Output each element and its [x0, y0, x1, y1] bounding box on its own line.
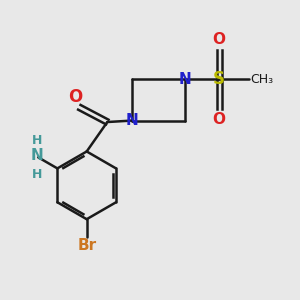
- Text: H: H: [32, 134, 42, 147]
- Text: N: N: [179, 72, 192, 87]
- Text: CH₃: CH₃: [250, 73, 273, 86]
- Text: N: N: [30, 148, 43, 164]
- Text: O: O: [213, 112, 226, 127]
- Text: N: N: [126, 113, 139, 128]
- Text: O: O: [213, 32, 226, 47]
- Text: O: O: [68, 88, 82, 106]
- Text: H: H: [32, 168, 42, 181]
- Text: Br: Br: [77, 238, 96, 253]
- Text: S: S: [213, 70, 225, 88]
